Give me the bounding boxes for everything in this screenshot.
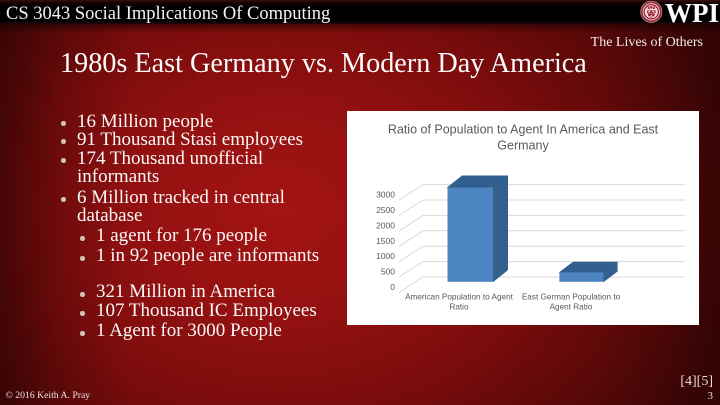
svg-text:3000: 3000 [376,190,395,200]
svg-text:American Population to Agent: American Population to Agent [405,293,514,302]
svg-text:East German Population to: East German Population to [522,293,621,302]
svg-text:WPI: WPI [665,0,719,26]
svg-text:Ratio of Population to Agent I: Ratio of Population to Agent In America … [388,123,659,137]
svg-text:Ratio: Ratio [449,303,469,312]
svg-text:Germany: Germany [497,139,549,153]
svg-text:500: 500 [381,267,395,277]
svg-text:0: 0 [390,282,395,292]
svg-text:2500: 2500 [376,205,395,215]
svg-text:1000: 1000 [376,251,395,261]
svg-text:Agent Ratio: Agent Ratio [550,303,593,312]
svg-text:1500: 1500 [376,236,395,246]
svg-text:2000: 2000 [376,220,395,230]
